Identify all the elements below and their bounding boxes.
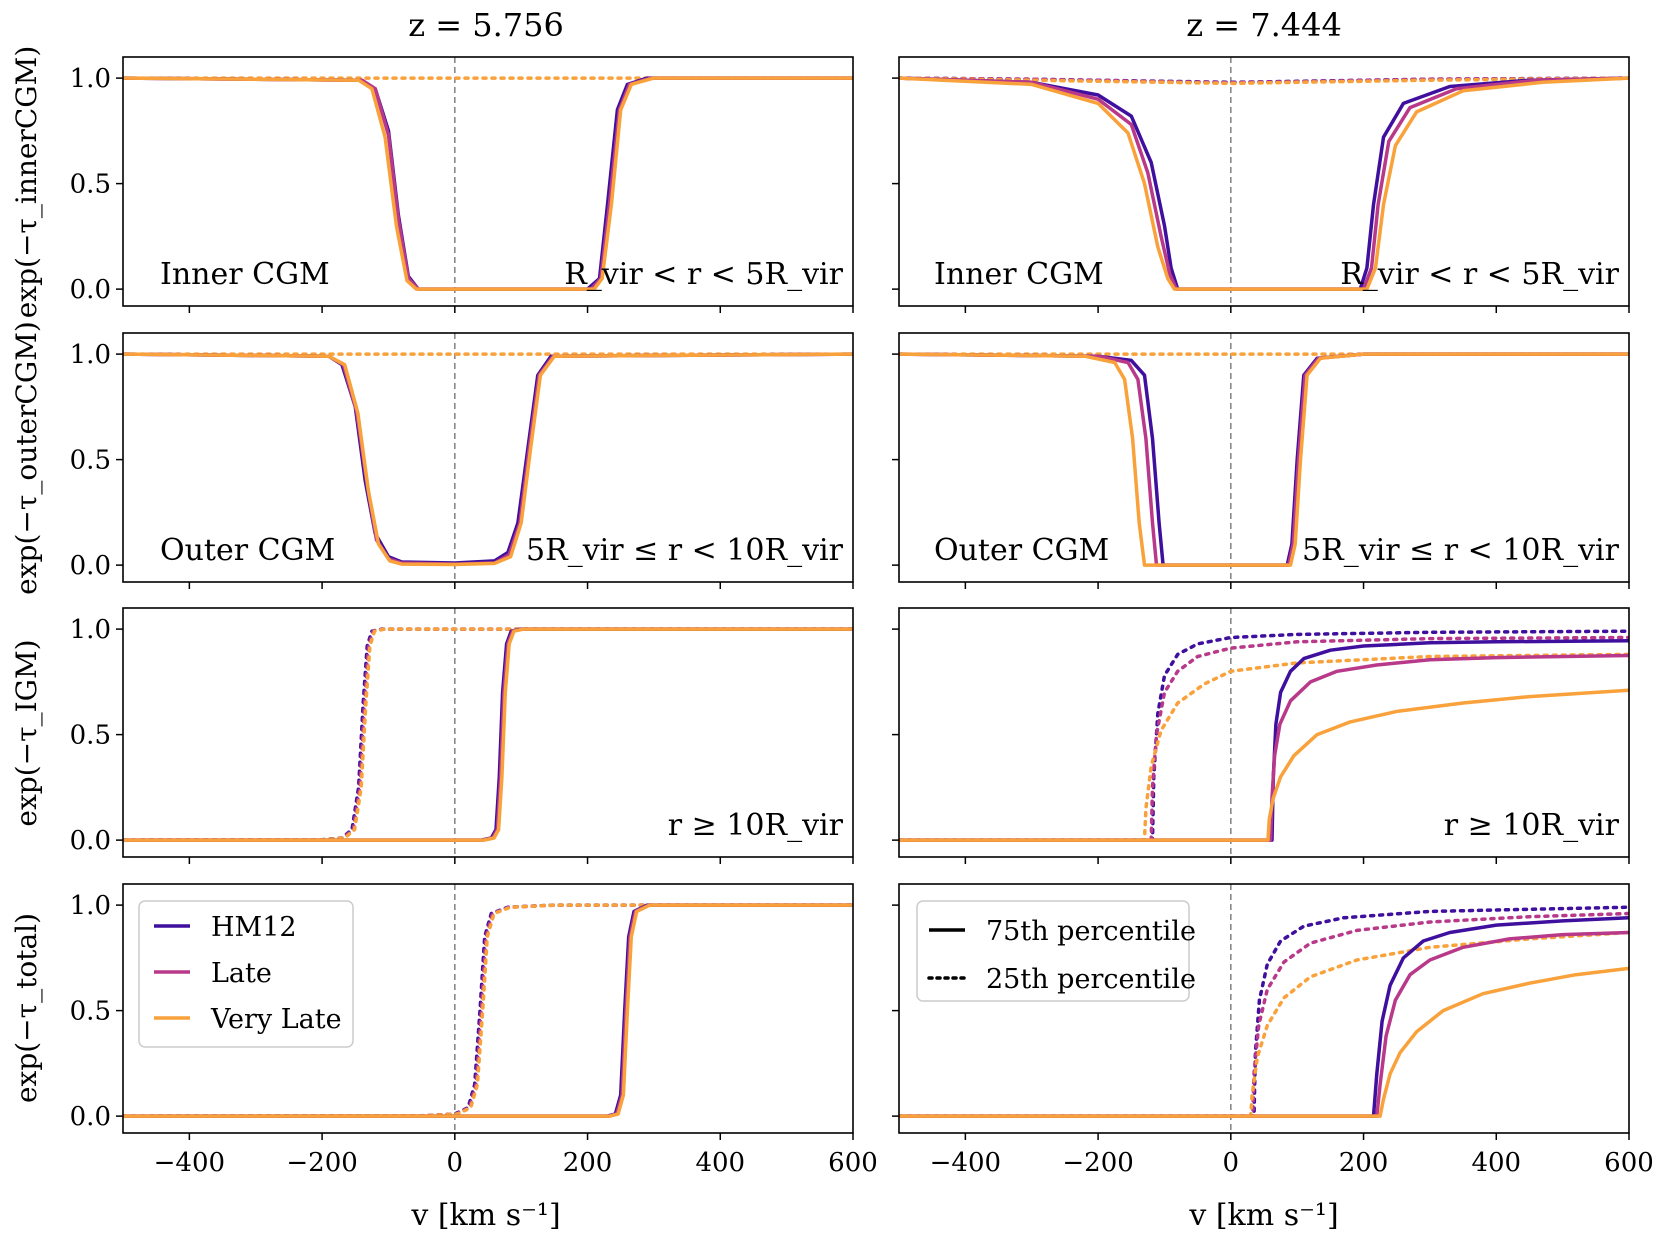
legend-label-75th: 75th percentile bbox=[986, 916, 1196, 947]
curves-r2c1 bbox=[123, 352, 853, 567]
y-tick-label: 0.5 bbox=[70, 170, 111, 200]
column-title-left: z = 5.756 bbox=[408, 6, 564, 44]
axes-frame bbox=[122, 607, 854, 858]
axes-frame bbox=[898, 332, 1630, 583]
x-tick-label: 200 bbox=[1339, 1148, 1389, 1178]
panel-left-label-r1c1: Inner CGM bbox=[160, 257, 330, 292]
legend-models-frame bbox=[138, 900, 354, 1048]
curve-very-late-75th bbox=[123, 903, 853, 1118]
x-tick-label: 0 bbox=[447, 1148, 464, 1178]
curve-hm12-25th bbox=[899, 629, 1629, 842]
curve-hm12-75th bbox=[899, 916, 1629, 1118]
curves-r3c2 bbox=[899, 629, 1629, 842]
legend-percentiles-frame bbox=[916, 900, 1190, 1002]
curves-r1c1 bbox=[123, 76, 853, 291]
panel-left-label-r2c1: Outer CGM bbox=[160, 533, 335, 568]
panel-r3c2 bbox=[892, 607, 1630, 864]
y-tick-label: 0.0 bbox=[70, 275, 111, 305]
panel-r3c1: 0.0 0.5 1.0 bbox=[70, 607, 854, 864]
panel-r2c1: 0.0 0.5 1.0 bbox=[70, 332, 854, 589]
x-tick-label: 200 bbox=[563, 1148, 613, 1178]
curves-r4c1 bbox=[123, 903, 853, 1118]
curves-r3c1 bbox=[123, 627, 853, 842]
y-tick-label: 0.5 bbox=[70, 997, 111, 1027]
x-tick-label: −200 bbox=[1062, 1148, 1133, 1178]
column-title-right: z = 7.444 bbox=[1186, 6, 1342, 44]
legend-label-very-late: Very Late bbox=[210, 1004, 342, 1035]
panel-right-label-r1c1: R_vir < r < 5R_vir bbox=[564, 257, 843, 292]
y-tick-label: 1.0 bbox=[70, 64, 111, 94]
legend-models: HM12 Late Very Late bbox=[138, 900, 354, 1048]
panel-r4c2: −400 −200 0 200 400 600 bbox=[892, 883, 1654, 1178]
panel-r1c2 bbox=[892, 56, 1630, 313]
panel-right-label-r2c2: 5R_vir ≤ r < 10R_vir bbox=[1302, 533, 1620, 568]
x-axis-label-right: v [km s⁻¹] bbox=[1188, 1198, 1338, 1233]
x-axis-label-left: v [km s⁻¹] bbox=[410, 1198, 560, 1233]
panel-right-label-r3c2: r ≥ 10R_vir bbox=[1444, 808, 1620, 843]
y-tick-label: 1.0 bbox=[70, 891, 111, 921]
axes-frame bbox=[122, 56, 854, 307]
x-tick-label: 400 bbox=[1471, 1148, 1521, 1178]
y-tick-label: 0.0 bbox=[70, 551, 111, 581]
panels-layer: 0.0 0.5 1.0 0.0 0.5 1.0 0.0 0.5 1.0 −400 −200 0 200 4… bbox=[70, 56, 1654, 1178]
y-axis-label-row2: exp(−τ_outerCGM) bbox=[10, 321, 43, 595]
x-tick-label: −400 bbox=[154, 1148, 225, 1178]
x-tick-label: 600 bbox=[828, 1148, 878, 1178]
panel-right-label-r3c1: r ≥ 10R_vir bbox=[668, 808, 844, 843]
y-axis-label-row1: exp(−τ_innerCGM) bbox=[10, 46, 43, 319]
curves-r4c2 bbox=[899, 905, 1629, 1118]
panel-right-label-r2c1: 5R_vir ≤ r < 10R_vir bbox=[526, 533, 844, 568]
curve-very-late-75th bbox=[123, 352, 853, 567]
y-axis-label-row3: exp(−τ_IGM) bbox=[10, 639, 43, 826]
curve-very-late-75th bbox=[899, 688, 1629, 842]
panel-left-label-r2c2: Outer CGM bbox=[934, 533, 1109, 568]
curve-late-25th bbox=[899, 635, 1629, 842]
curve-late-75th bbox=[899, 930, 1629, 1118]
curve-very-late-75th bbox=[123, 627, 853, 842]
curve-very-late-75th bbox=[899, 966, 1629, 1118]
y-tick-label: 0.0 bbox=[70, 826, 111, 856]
panel-r1c1: 0.0 0.5 1.0 bbox=[70, 56, 854, 313]
axes-frame bbox=[898, 56, 1630, 307]
curve-very-late-25th bbox=[899, 652, 1629, 842]
axes-frame bbox=[898, 607, 1630, 858]
x-tick-label: −200 bbox=[286, 1148, 357, 1178]
curve-very-late-75th bbox=[123, 76, 853, 291]
curve-very-late-25th bbox=[899, 930, 1629, 1118]
axes-frame bbox=[122, 332, 854, 583]
y-tick-label: 1.0 bbox=[70, 615, 111, 645]
x-tick-label: 400 bbox=[695, 1148, 745, 1178]
legend-label-25th: 25th percentile bbox=[986, 964, 1196, 995]
y-tick-label: 0.5 bbox=[70, 721, 111, 751]
legend-label-hm12: HM12 bbox=[211, 912, 297, 943]
axes-frame bbox=[898, 883, 1630, 1134]
curves-r1c2 bbox=[899, 76, 1629, 291]
panel-right-label-r1c2: R_vir < r < 5R_vir bbox=[1340, 257, 1619, 292]
curve-very-late-75th bbox=[899, 76, 1629, 291]
curves-r2c2 bbox=[899, 352, 1629, 567]
y-tick-label: 0.0 bbox=[70, 1102, 111, 1132]
panel-r2c2 bbox=[892, 332, 1630, 589]
panel-left-label-r1c2: Inner CGM bbox=[934, 257, 1104, 292]
y-tick-label: 1.0 bbox=[70, 340, 111, 370]
y-tick-label: 0.5 bbox=[70, 446, 111, 476]
x-tick-label: −400 bbox=[930, 1148, 1001, 1178]
y-axis-label-row4: exp(−τ_total) bbox=[10, 913, 43, 1103]
curve-very-late-75th bbox=[899, 352, 1629, 567]
legend-percentiles: 75th percentile 25th percentile bbox=[916, 900, 1196, 1002]
x-tick-label: 0 bbox=[1223, 1148, 1240, 1178]
curve-very-late-25th bbox=[899, 76, 1629, 86]
x-tick-label: 600 bbox=[1604, 1148, 1654, 1178]
axes-frame bbox=[122, 883, 854, 1134]
legend-label-late: Late bbox=[211, 958, 272, 989]
panel-r4c1: −400 −200 0 200 400 600 0.0 0.5 1.0 bbox=[70, 883, 878, 1178]
